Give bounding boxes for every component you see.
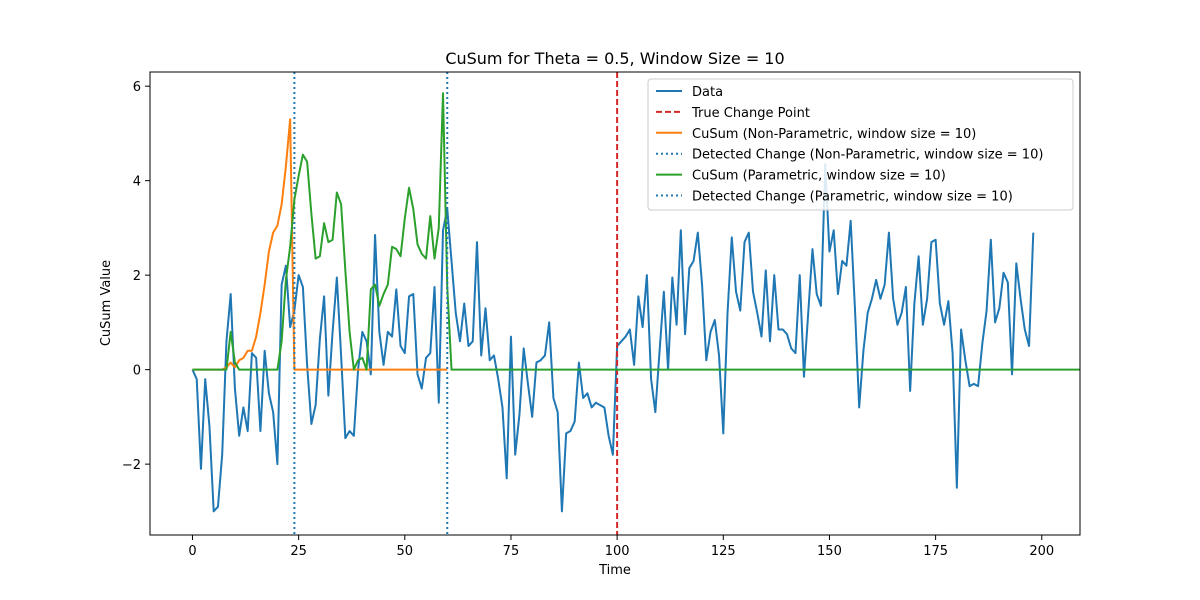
y-tick-label: 0 — [133, 364, 141, 379]
x-tick-label: 150 — [817, 544, 842, 559]
chart-title: CuSum for Theta = 0.5, Window Size = 10 — [445, 49, 784, 68]
series-line-0 — [191, 163, 1035, 513]
legend: Data True Change Point CuSum (Non-Parametr… — [647, 78, 1074, 211]
y-axis-ticks: −2 0 2 4 6 — [122, 80, 150, 473]
legend-label: Data — [692, 85, 723, 100]
y-tick-label: 2 — [133, 269, 141, 284]
y-axis-label: CuSum Value — [99, 260, 114, 346]
series-line-4 — [192, 92, 1080, 371]
legend-label: Detected Change (Parametric, window size… — [692, 190, 1013, 205]
x-tick-label: 100 — [605, 544, 630, 559]
y-tick-label: −2 — [122, 458, 141, 473]
x-tick-label: 75 — [503, 544, 520, 559]
x-axis-ticks: 0 25 50 75 100 125 150 175 200 — [188, 535, 1054, 559]
legend-box — [647, 78, 1074, 211]
series-layer — [191, 72, 1080, 535]
x-tick-label: 50 — [397, 544, 414, 559]
legend-label: CuSum (Non-Parametric, window size = 10) — [692, 127, 976, 142]
plot-frame — [149, 71, 1081, 536]
x-tick-label: 200 — [1029, 544, 1054, 559]
x-tick-label: 0 — [188, 544, 196, 559]
x-tick-label: 175 — [923, 544, 948, 559]
x-tick-label: 25 — [290, 544, 307, 559]
legend-label: Detected Change (Non-Parametric, window … — [692, 148, 1043, 163]
y-tick-label: 6 — [133, 80, 141, 95]
x-tick-label: 125 — [711, 544, 736, 559]
x-axis-label: Time — [598, 563, 631, 578]
y-tick-label: 4 — [133, 175, 141, 190]
series-line-2 — [192, 118, 448, 371]
legend-label: CuSum (Parametric, window size = 10) — [692, 169, 946, 184]
legend-label: True Change Point — [691, 106, 810, 121]
